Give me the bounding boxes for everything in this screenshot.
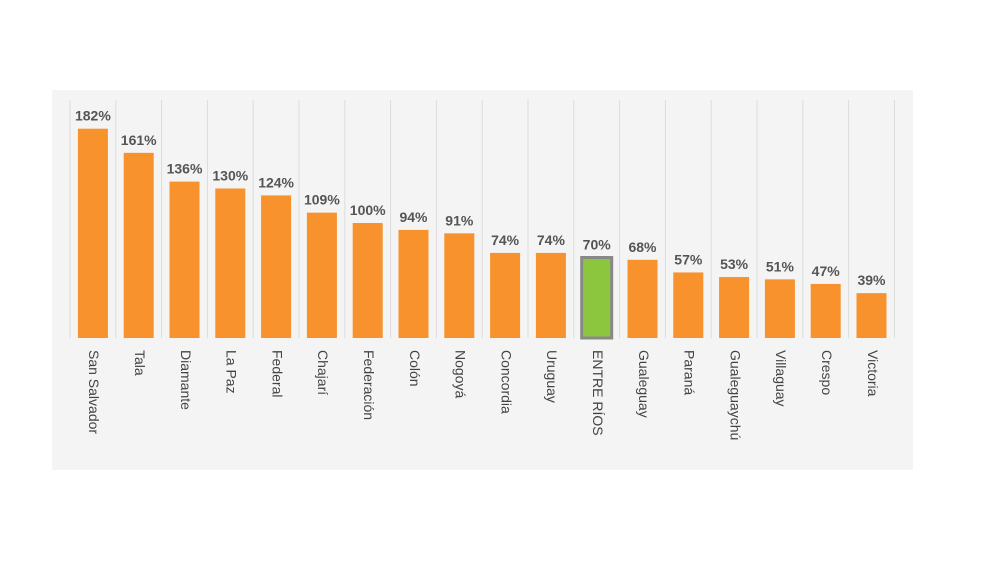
value-label: 47% bbox=[812, 263, 841, 279]
bar bbox=[169, 181, 200, 338]
bar bbox=[673, 272, 704, 338]
value-label: 136% bbox=[167, 161, 203, 177]
value-label: 57% bbox=[674, 251, 703, 267]
bar bbox=[444, 233, 475, 338]
category-label: Federación bbox=[361, 350, 377, 420]
value-label: 68% bbox=[628, 239, 657, 255]
category-label: Nogoyá bbox=[453, 350, 469, 398]
category-label: Federal bbox=[269, 350, 285, 397]
category-label: La Paz bbox=[224, 350, 240, 394]
bar bbox=[123, 152, 154, 338]
value-label: 94% bbox=[399, 209, 428, 225]
bar bbox=[810, 283, 841, 338]
value-label: 91% bbox=[445, 212, 474, 228]
category-label: San Salvador bbox=[86, 350, 102, 434]
category-label: Tala bbox=[132, 350, 148, 376]
bar bbox=[306, 212, 337, 338]
category-label: Gualeguaychú bbox=[727, 350, 743, 440]
value-label: 53% bbox=[720, 256, 749, 272]
value-label: 182% bbox=[75, 108, 111, 124]
value-label: 74% bbox=[491, 232, 520, 248]
category-label: Villaguay bbox=[773, 350, 789, 407]
bar bbox=[215, 188, 246, 338]
category-label: Uruguay bbox=[544, 350, 560, 403]
bar bbox=[764, 279, 795, 338]
category-label: Diamante bbox=[178, 350, 194, 410]
category-label: Victoria bbox=[865, 350, 881, 397]
bar bbox=[490, 252, 521, 338]
value-label: 39% bbox=[857, 272, 886, 288]
category-label: Gualeguay bbox=[636, 350, 652, 418]
category-label: Crespo bbox=[819, 350, 835, 395]
value-label: 100% bbox=[350, 202, 386, 218]
bar bbox=[580, 256, 614, 340]
bar bbox=[719, 277, 750, 338]
value-label: 124% bbox=[258, 174, 294, 190]
category-label: ENTRE RÍOS bbox=[590, 350, 606, 436]
bar bbox=[627, 259, 658, 338]
category-label: Paraná bbox=[682, 350, 698, 395]
bar bbox=[352, 223, 383, 338]
bar bbox=[77, 128, 108, 338]
category-label: Chajarí bbox=[315, 350, 331, 395]
bar bbox=[856, 293, 887, 338]
category-label: Concordia bbox=[498, 350, 514, 414]
bar bbox=[261, 195, 292, 338]
value-label: 161% bbox=[121, 132, 157, 148]
value-label: 70% bbox=[583, 237, 612, 253]
category-label: Colón bbox=[407, 350, 423, 387]
bar bbox=[398, 229, 429, 338]
value-label: 51% bbox=[766, 258, 795, 274]
value-label: 130% bbox=[212, 168, 248, 184]
value-label: 109% bbox=[304, 192, 340, 208]
value-label: 74% bbox=[537, 232, 566, 248]
bar bbox=[535, 252, 566, 338]
